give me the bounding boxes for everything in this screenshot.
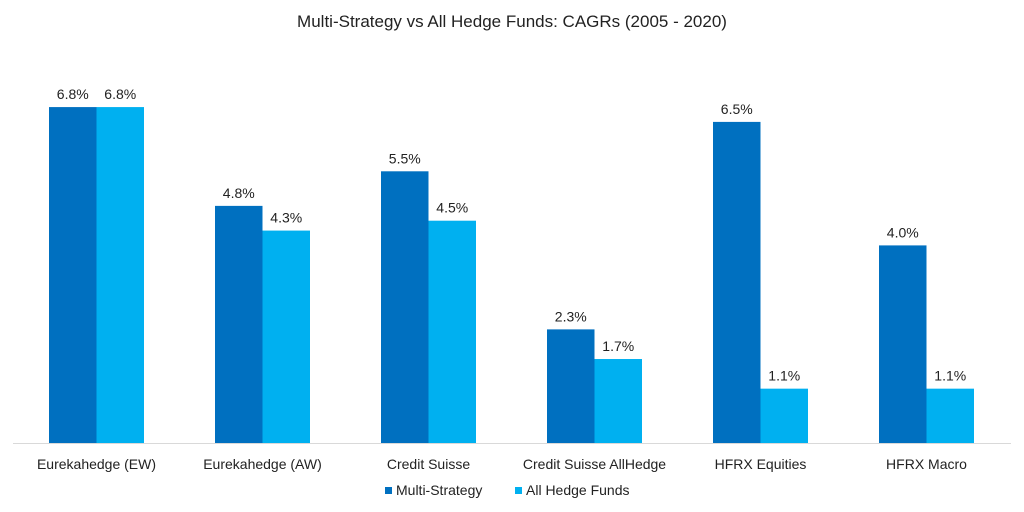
x-tick-label: Credit Suisse [387,456,470,472]
bar [381,171,429,444]
bar [49,107,97,443]
legend-swatch [385,487,392,494]
data-label: 6.5% [721,101,753,117]
bar [713,121,761,444]
bar [879,245,927,443]
bar [262,230,310,443]
bar [96,107,144,443]
data-label: 5.5% [389,150,421,166]
legend-swatch [515,487,522,494]
x-tick-label: Credit Suisse AllHedge [523,456,666,472]
data-label: 6.8% [57,86,89,102]
data-label: 1.7% [602,338,634,354]
data-label: 4.8% [223,185,255,201]
data-label: 2.3% [555,308,587,324]
x-tick-label: Eurekahedge (AW) [203,456,322,472]
x-tick-label: HFRX Macro [886,456,967,472]
legend-label: Multi-Strategy [396,482,482,498]
data-label: 1.1% [934,368,966,384]
legend-label: All Hedge Funds [526,482,630,498]
legend: Multi-Strategy All Hedge Funds [385,482,630,498]
data-label: 6.8% [104,86,136,102]
bar [926,388,974,443]
data-label: 4.5% [436,200,468,216]
bar [594,359,642,443]
data-label: 1.1% [768,368,800,384]
x-tick-label: HFRX Equities [715,456,807,472]
bar [215,205,263,443]
x-tick-label: Eurekahedge (EW) [37,456,156,472]
data-label: 4.0% [887,224,919,240]
bar [428,220,476,443]
bar [547,329,595,443]
data-label: 4.3% [270,210,302,226]
chart-title: Multi-Strategy vs All Hedge Funds: CAGRs… [297,12,727,31]
bar [760,388,808,443]
